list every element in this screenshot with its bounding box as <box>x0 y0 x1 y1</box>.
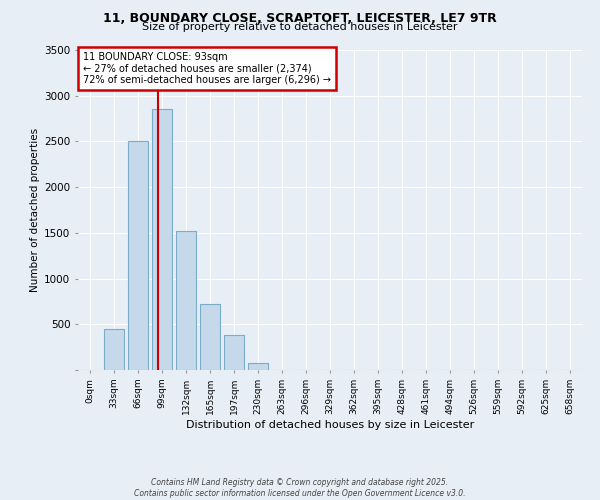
Text: Contains HM Land Registry data © Crown copyright and database right 2025.
Contai: Contains HM Land Registry data © Crown c… <box>134 478 466 498</box>
Text: 11, BOUNDARY CLOSE, SCRAPTOFT, LEICESTER, LE7 9TR: 11, BOUNDARY CLOSE, SCRAPTOFT, LEICESTER… <box>103 12 497 26</box>
Y-axis label: Number of detached properties: Number of detached properties <box>30 128 40 292</box>
Bar <box>248 362 268 370</box>
Bar <box>200 304 220 370</box>
X-axis label: Distribution of detached houses by size in Leicester: Distribution of detached houses by size … <box>186 420 474 430</box>
Text: Size of property relative to detached houses in Leicester: Size of property relative to detached ho… <box>142 22 458 32</box>
Bar <box>104 329 124 370</box>
Bar <box>224 336 244 370</box>
Text: 11 BOUNDARY CLOSE: 93sqm
← 27% of detached houses are smaller (2,374)
72% of sem: 11 BOUNDARY CLOSE: 93sqm ← 27% of detach… <box>83 52 331 85</box>
Bar <box>152 110 172 370</box>
Bar <box>176 231 196 370</box>
Bar <box>128 142 148 370</box>
